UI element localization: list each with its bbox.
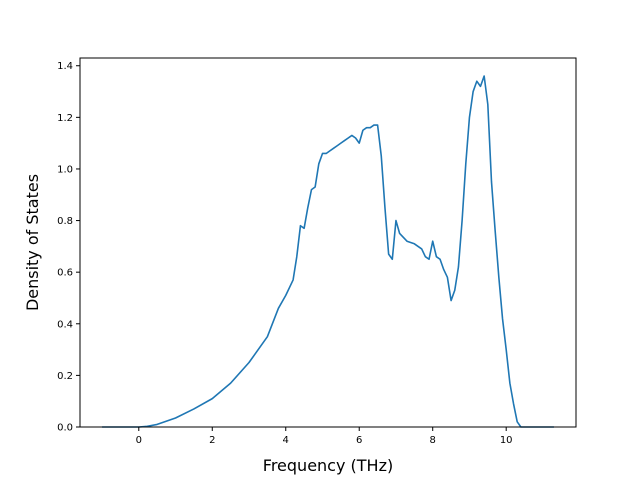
- y-tick-label: 0.8: [57, 216, 73, 227]
- y-tick-label: 1.4: [57, 61, 73, 72]
- x-tick-label: 0: [136, 435, 142, 446]
- y-tick-label: 1.2: [57, 113, 73, 124]
- plot-area: [102, 75, 554, 428]
- axes-frame: [79, 57, 577, 428]
- y-tick-label: 0.0: [57, 423, 73, 434]
- y-tick-label: 0.4: [57, 319, 73, 330]
- y-tick-label: 1.0: [57, 164, 73, 175]
- x-tick-label: 8: [430, 435, 436, 446]
- x-tick-label: 2: [209, 435, 215, 446]
- ticks: 0 2 4 6 8 10 0.0 0.2 0.4 0.6 0.8 1.0 1.2 1.4: [57, 61, 512, 446]
- x-axis-label: Frequency (THz): [263, 456, 393, 475]
- dos-series-line: [102, 75, 554, 428]
- x-tick-label: 6: [356, 435, 362, 446]
- y-axis-label: Density of States: [23, 174, 42, 311]
- y-tick-label: 0.6: [57, 268, 73, 279]
- x-tick-label: 10: [500, 435, 513, 446]
- y-tick-label: 0.2: [57, 371, 73, 382]
- x-tick-label: 4: [283, 435, 289, 446]
